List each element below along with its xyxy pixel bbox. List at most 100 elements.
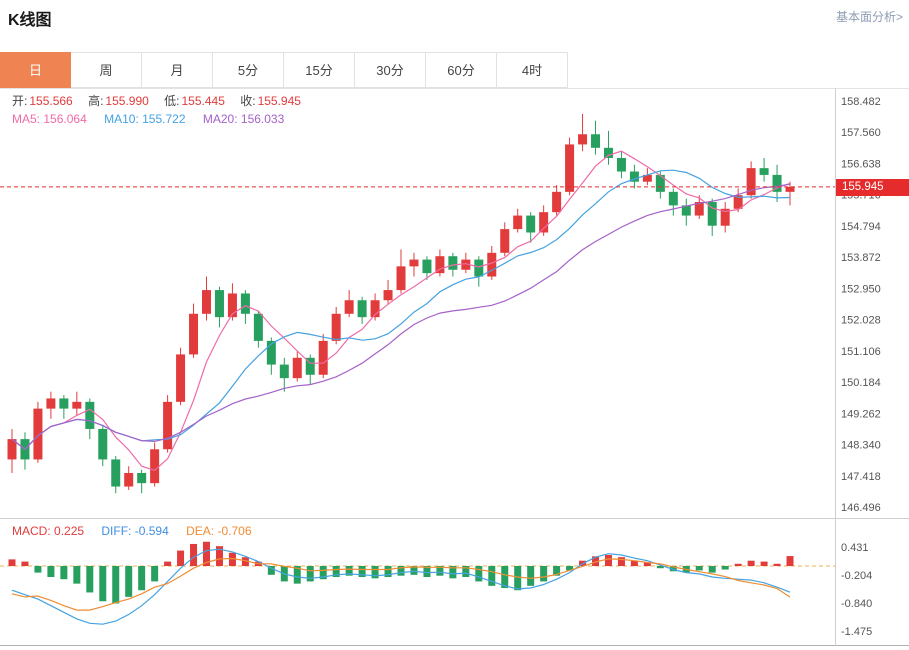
macd-hist-bar bbox=[643, 562, 651, 566]
svg-text:-1.475: -1.475 bbox=[841, 626, 872, 638]
close-value: 155.945 bbox=[257, 94, 301, 108]
svg-text:146.496: 146.496 bbox=[841, 502, 881, 514]
macd-hist-bar bbox=[73, 566, 81, 584]
candle-body bbox=[357, 300, 367, 318]
svg-text:151.106: 151.106 bbox=[841, 346, 881, 358]
candle-body bbox=[578, 134, 588, 145]
candle-body bbox=[526, 215, 536, 233]
candle-body bbox=[785, 186, 795, 192]
candle-body bbox=[383, 290, 393, 301]
candle-body bbox=[552, 191, 562, 213]
ohlc-legend: 开: 155.566 高: 155.990 低: 155.445 收: 155.945 bbox=[12, 92, 313, 109]
svg-text:158.482: 158.482 bbox=[841, 96, 881, 108]
macd-hist-bar bbox=[60, 566, 68, 580]
candle-body bbox=[668, 191, 678, 206]
macd-hist-bar bbox=[293, 566, 301, 584]
macd-hist-bar bbox=[267, 566, 275, 575]
candle-body bbox=[681, 205, 691, 216]
tab-month[interactable]: 月 bbox=[142, 52, 213, 88]
dea-value: DEA: -0.706 bbox=[186, 524, 252, 538]
current-price-badge: 155.945 bbox=[836, 179, 909, 196]
ma20-value: MA20: 156.033 bbox=[202, 112, 285, 126]
candle-body bbox=[707, 202, 717, 226]
macd-legend: MACD: 0.225 DIFF: -0.594 DEA: -0.706 bbox=[12, 524, 252, 538]
tab-day[interactable]: 日 bbox=[0, 52, 71, 88]
macd-hist-bar bbox=[462, 566, 470, 578]
svg-text:-0.204: -0.204 bbox=[841, 570, 872, 582]
ma-lines-layer bbox=[11, 150, 791, 471]
macd-hist-bar bbox=[773, 563, 781, 566]
tab-week[interactable]: 周 bbox=[71, 52, 142, 88]
candle-body bbox=[137, 472, 147, 484]
candle-body bbox=[629, 171, 639, 182]
macd-hist-bar bbox=[112, 566, 120, 604]
candle-body bbox=[370, 300, 380, 318]
tab-15min[interactable]: 15分 bbox=[284, 52, 355, 88]
tab-5min[interactable]: 5分 bbox=[213, 52, 284, 88]
candle-body bbox=[396, 266, 406, 291]
macd-hist-bar bbox=[747, 560, 755, 566]
candle-body bbox=[111, 459, 121, 487]
candle-body bbox=[487, 252, 497, 277]
close-label: 收: bbox=[240, 94, 256, 108]
chart-borders bbox=[0, 88, 909, 646]
svg-text:149.262: 149.262 bbox=[841, 408, 881, 420]
high-value: 155.990 bbox=[105, 94, 149, 108]
macd-hist-bar bbox=[384, 566, 392, 578]
svg-text:152.028: 152.028 bbox=[841, 315, 881, 327]
tab-60min[interactable]: 60分 bbox=[426, 52, 497, 88]
price-axis-labels: 158.482157.560156.638155.716154.794153.8… bbox=[841, 96, 881, 638]
macd-hist-bar bbox=[423, 566, 431, 578]
candle-body bbox=[642, 174, 652, 182]
candle-body bbox=[422, 259, 432, 274]
low-label: 低: bbox=[164, 94, 180, 108]
candle-body bbox=[33, 408, 43, 460]
ma5-value: MA5: 156.064 bbox=[12, 112, 87, 126]
candle-body bbox=[513, 215, 523, 230]
candle-body bbox=[214, 290, 224, 318]
candle-body bbox=[7, 439, 17, 460]
macd-hist-bar bbox=[540, 566, 548, 582]
macd-hist-bar bbox=[319, 566, 327, 580]
candle-body bbox=[150, 449, 160, 484]
candle-body bbox=[292, 357, 302, 379]
candle-body bbox=[772, 174, 782, 192]
macd-hist-bar bbox=[514, 566, 522, 591]
candle-body bbox=[318, 340, 328, 375]
candle-body bbox=[655, 174, 665, 192]
candle-body bbox=[189, 313, 199, 355]
svg-text:152.950: 152.950 bbox=[841, 283, 881, 295]
macd-hist-bar bbox=[34, 566, 42, 573]
macd-hist-bar bbox=[734, 563, 742, 566]
candle-body bbox=[266, 340, 276, 365]
candle-body bbox=[240, 293, 250, 314]
macd-hist-bar bbox=[566, 566, 574, 571]
candle-body bbox=[448, 256, 458, 270]
timeframe-tabs: 日 周 月 5分 15分 30分 60分 4时 bbox=[0, 52, 568, 88]
candle-body bbox=[202, 290, 212, 314]
macd-hist-bar bbox=[203, 541, 211, 566]
high-label: 高: bbox=[88, 94, 104, 108]
macd-hist-bar bbox=[358, 566, 366, 578]
candle-body bbox=[331, 313, 341, 341]
macd-value: MACD: 0.225 bbox=[12, 524, 85, 538]
macd-layer bbox=[0, 541, 835, 625]
macd-hist-bar bbox=[475, 566, 483, 582]
tab-4hour[interactable]: 4时 bbox=[497, 52, 568, 88]
candle-body bbox=[163, 401, 173, 450]
svg-text:-0.840: -0.840 bbox=[841, 598, 872, 610]
macd-hist-bar bbox=[708, 566, 716, 573]
diff-line bbox=[11, 548, 791, 625]
fundamental-analysis-link[interactable]: 基本面分析> bbox=[835, 10, 903, 24]
macd-hist-bar bbox=[21, 561, 29, 566]
candle-body bbox=[733, 195, 743, 209]
macd-hist-bar bbox=[371, 566, 379, 579]
dea-line bbox=[11, 557, 791, 611]
svg-text:156.638: 156.638 bbox=[841, 158, 881, 170]
ma-line bbox=[11, 183, 791, 451]
tab-30min[interactable]: 30分 bbox=[355, 52, 426, 88]
macd-hist-bar bbox=[617, 557, 625, 566]
macd-hist-bar bbox=[306, 566, 314, 582]
